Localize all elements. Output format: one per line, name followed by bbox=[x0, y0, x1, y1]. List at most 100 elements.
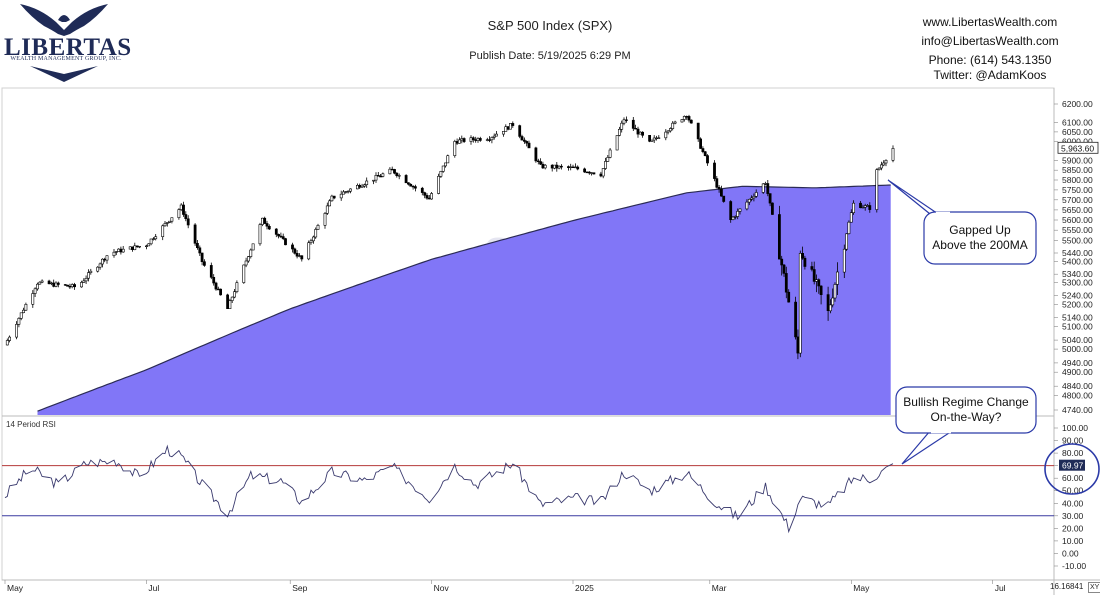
candle bbox=[249, 248, 253, 259]
candle bbox=[145, 244, 148, 250]
candle-body bbox=[719, 188, 723, 197]
candle-body bbox=[73, 284, 77, 288]
candle-body bbox=[17, 317, 21, 325]
candle-body bbox=[281, 236, 285, 239]
candle bbox=[406, 182, 410, 186]
candle bbox=[291, 242, 294, 253]
candle bbox=[729, 200, 733, 223]
candle-body bbox=[36, 283, 39, 290]
candle bbox=[606, 155, 610, 162]
candle bbox=[242, 264, 246, 284]
candle-body bbox=[453, 141, 457, 156]
candle bbox=[309, 238, 313, 245]
candle bbox=[852, 200, 856, 215]
candle-body bbox=[233, 291, 236, 298]
candle-body bbox=[576, 166, 580, 170]
candle-body bbox=[657, 137, 661, 139]
candle bbox=[163, 221, 167, 227]
candle-body bbox=[713, 162, 716, 179]
candle bbox=[393, 168, 396, 175]
candle-body bbox=[52, 282, 56, 287]
candle bbox=[374, 172, 378, 183]
candle bbox=[543, 164, 547, 170]
price-tick-label: 5750.00 bbox=[1062, 185, 1093, 195]
candle-body bbox=[161, 225, 165, 238]
candle-body bbox=[63, 284, 67, 286]
candle-body bbox=[761, 183, 765, 193]
candle bbox=[845, 233, 849, 251]
contact-website[interactable]: www.LibertasWealth.com bbox=[922, 15, 1058, 29]
candle bbox=[328, 199, 332, 207]
candle bbox=[828, 299, 832, 314]
candle bbox=[96, 266, 100, 273]
candle bbox=[117, 248, 121, 252]
candle bbox=[842, 244, 846, 278]
candle-body bbox=[439, 171, 443, 177]
candle bbox=[411, 185, 415, 190]
candle-body bbox=[251, 243, 255, 251]
candle-body bbox=[228, 300, 232, 310]
candle-body bbox=[488, 139, 492, 141]
candle bbox=[316, 223, 320, 230]
price-tick-label: 5100.00 bbox=[1062, 322, 1093, 332]
candle-body bbox=[601, 168, 605, 177]
candle bbox=[226, 293, 230, 309]
candle-body bbox=[819, 285, 823, 295]
candle bbox=[617, 126, 621, 137]
scale-toggle-button[interactable]: XY bbox=[1088, 582, 1100, 593]
candle bbox=[251, 243, 255, 251]
rsi-tick-label: 30.00 bbox=[1062, 511, 1084, 521]
candle-body bbox=[770, 202, 774, 215]
candle-body bbox=[652, 137, 656, 141]
candle bbox=[566, 165, 570, 171]
candle bbox=[73, 282, 77, 290]
candle-body bbox=[673, 121, 677, 124]
candle bbox=[689, 119, 693, 124]
candle-body bbox=[203, 261, 206, 266]
candle-body bbox=[664, 131, 668, 139]
candle bbox=[40, 279, 44, 284]
candle bbox=[112, 249, 116, 258]
candle bbox=[381, 172, 385, 178]
candle-body bbox=[138, 246, 141, 248]
candle-body bbox=[277, 234, 281, 237]
candle bbox=[101, 258, 104, 268]
candle bbox=[444, 162, 447, 168]
candle bbox=[441, 165, 445, 173]
candle-body bbox=[457, 139, 461, 144]
candle-body bbox=[502, 131, 505, 135]
candle-body bbox=[247, 256, 250, 262]
candle-body bbox=[135, 245, 139, 248]
date-tick-label: Jul bbox=[148, 583, 159, 593]
contact-email[interactable]: info@LibertasWealth.com bbox=[921, 34, 1059, 48]
candle-body bbox=[490, 137, 494, 141]
candle-body bbox=[244, 260, 248, 266]
price-tick-label: 6200.00 bbox=[1062, 99, 1093, 109]
candle-body bbox=[842, 248, 846, 273]
price-tick-label: 5650.00 bbox=[1062, 205, 1093, 215]
rsi-tick-label: 0.00 bbox=[1062, 549, 1079, 559]
candle bbox=[214, 281, 218, 291]
last-price-badge bbox=[1057, 141, 1099, 154]
date-tick-label: Jul bbox=[995, 583, 1006, 593]
contact-twitter[interactable]: Twitter: @AdamKoos bbox=[933, 68, 1047, 82]
candle bbox=[685, 115, 689, 120]
candle bbox=[325, 202, 329, 215]
candles-group bbox=[5, 114, 895, 360]
candle-body bbox=[861, 206, 865, 209]
candle-body bbox=[833, 284, 837, 299]
candle bbox=[536, 158, 540, 165]
candle-body bbox=[631, 119, 635, 129]
candle-body bbox=[184, 214, 188, 219]
candle bbox=[682, 115, 686, 122]
candle-body bbox=[826, 294, 830, 312]
candle-body bbox=[606, 157, 610, 162]
candle-body bbox=[316, 225, 320, 230]
candle bbox=[488, 136, 492, 143]
candle-body bbox=[682, 116, 686, 120]
candle-body bbox=[553, 164, 556, 169]
candle-body bbox=[550, 164, 554, 169]
price-tick-label: 5440.00 bbox=[1062, 248, 1093, 258]
candle bbox=[284, 237, 287, 246]
rsi-tick-label: 100.00 bbox=[1062, 423, 1088, 433]
